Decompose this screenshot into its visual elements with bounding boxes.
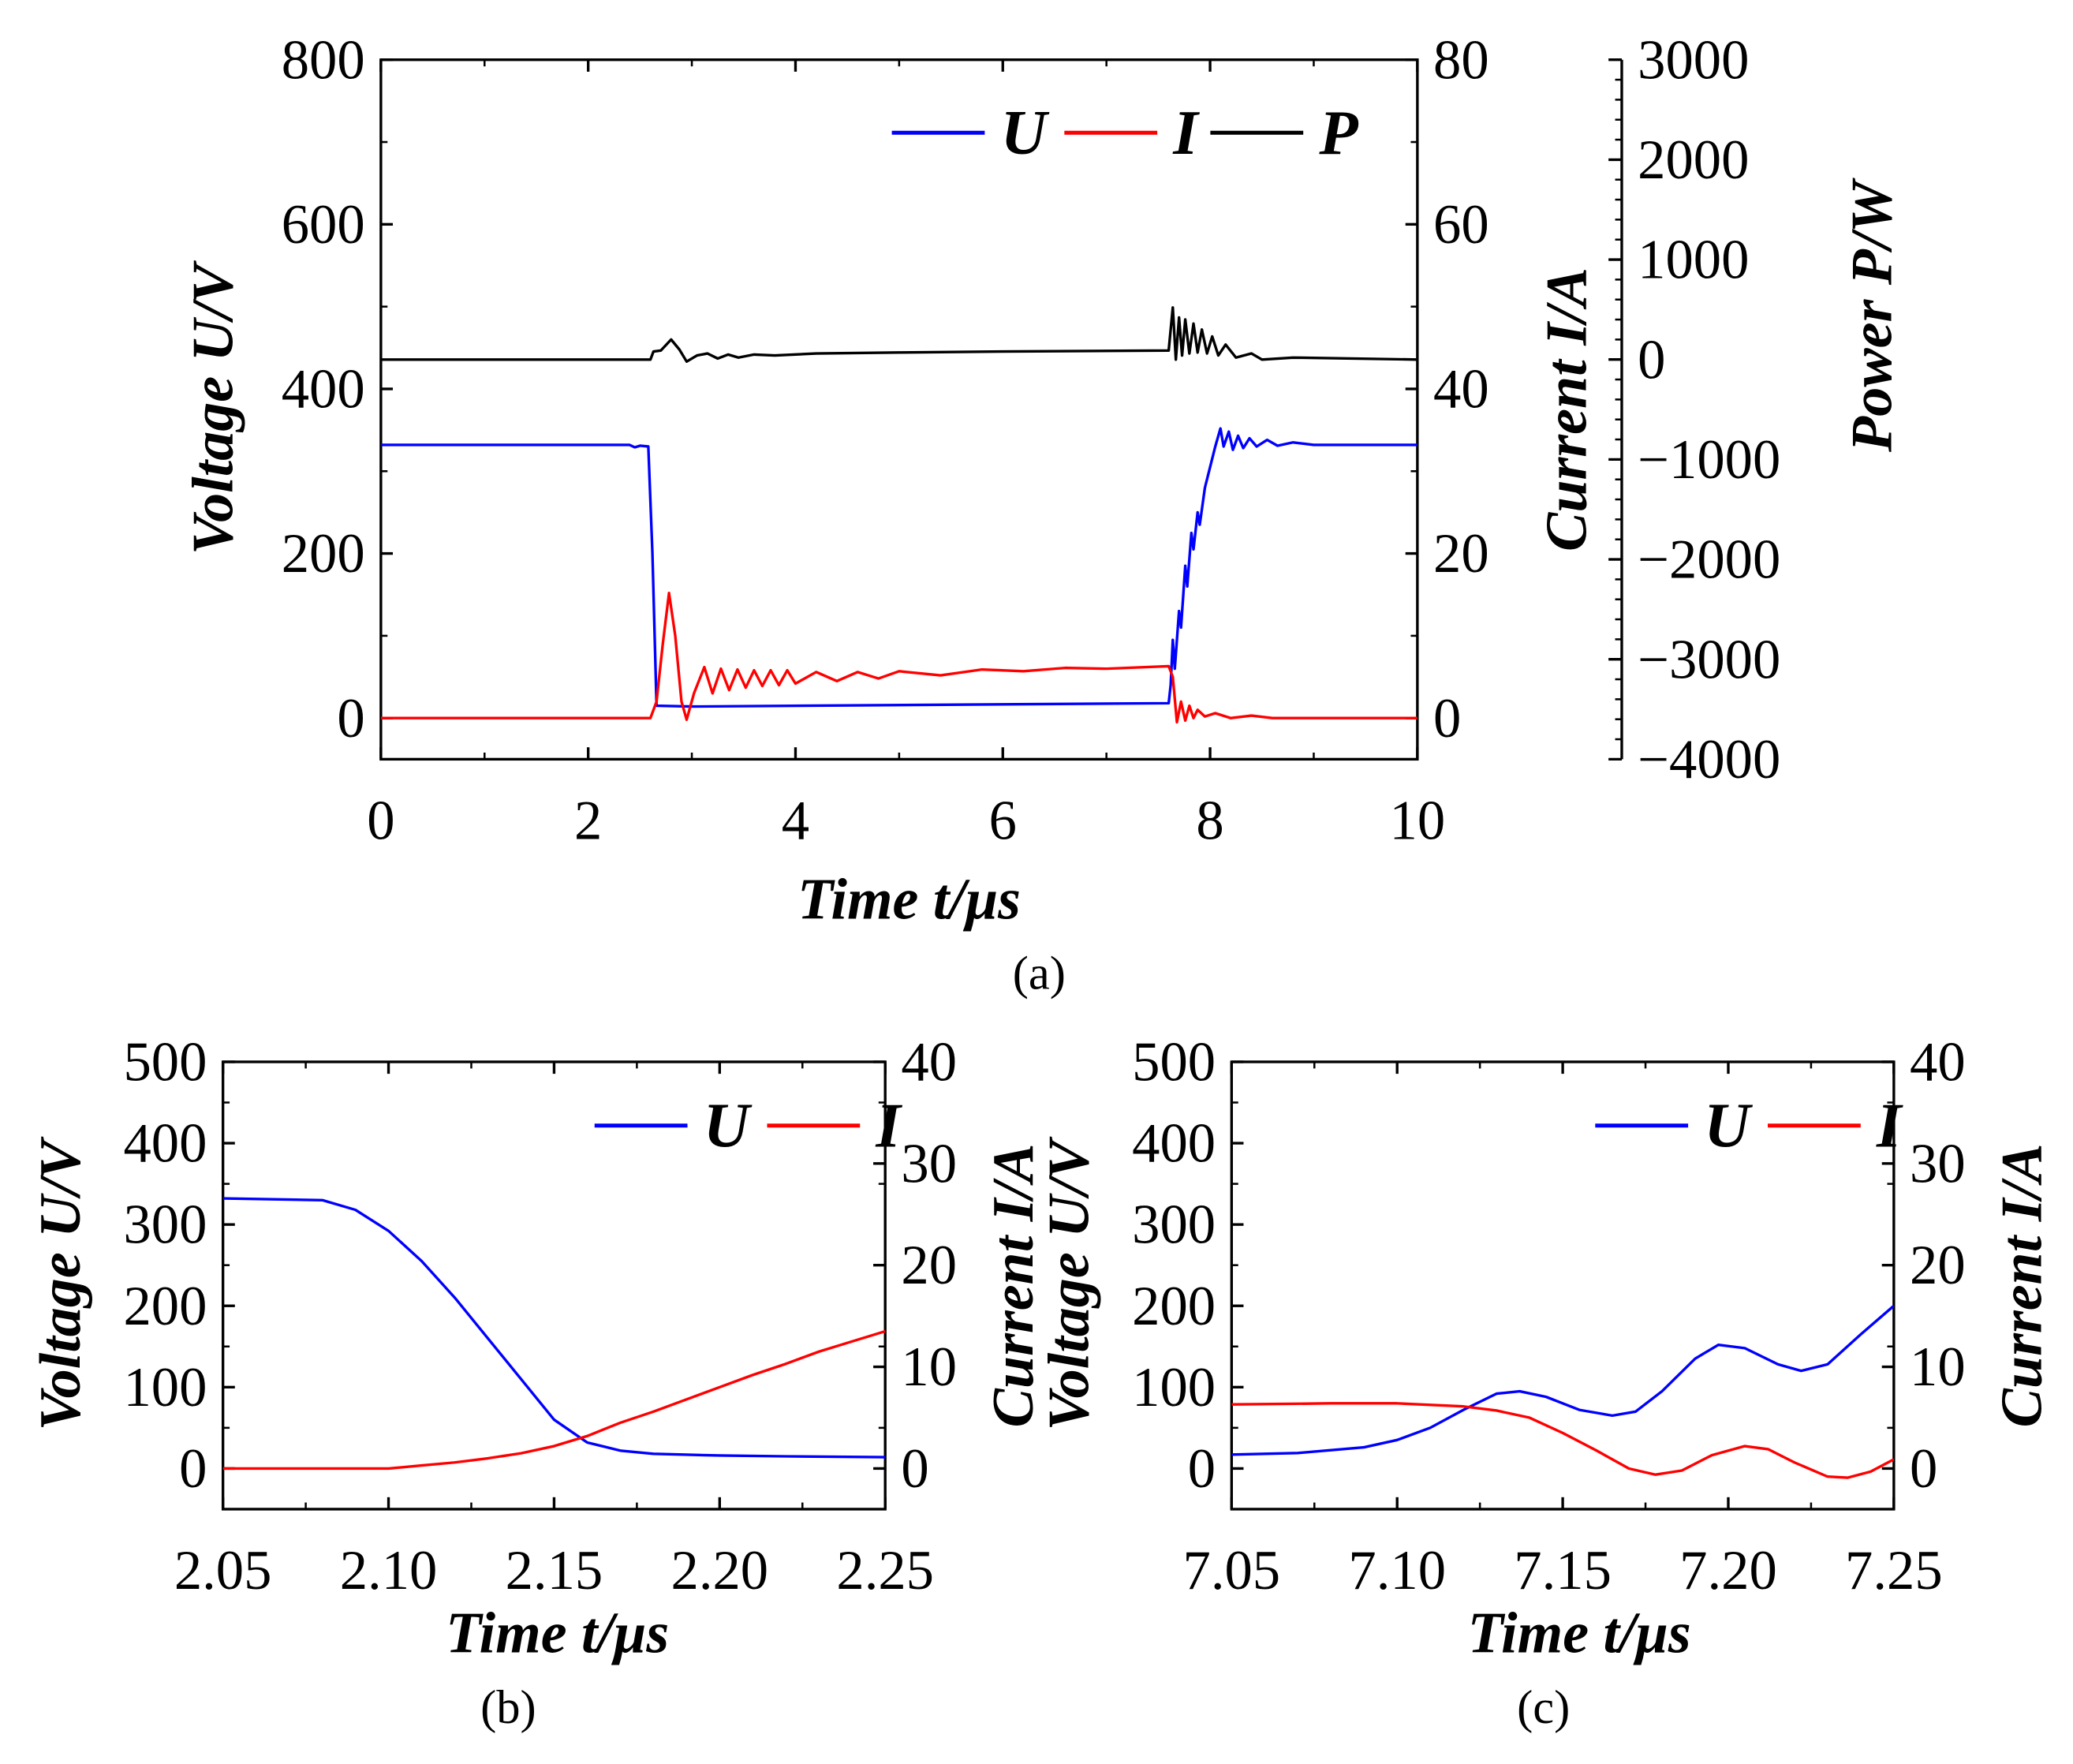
y-left-axis-title: Voltage U/V: [181, 260, 245, 555]
y-left-tick-label: 100: [123, 1357, 207, 1418]
y-left-tick-label: 200: [123, 1276, 207, 1337]
y-left-tick-label: 300: [1132, 1194, 1216, 1256]
x-tick-label: 2: [574, 790, 602, 851]
y-right2-tick-label: −1000: [1638, 429, 1780, 491]
y-left-tick-label: 400: [1132, 1113, 1216, 1175]
y-right-tick-label: 40: [1910, 1032, 1966, 1093]
legend-label-U: U: [1001, 98, 1050, 168]
y-right-tick-label: 20: [901, 1235, 957, 1296]
y-left-tick-label: 300: [123, 1194, 207, 1256]
series-P-line: [380, 306, 1417, 363]
x-tick-label: 7.10: [1348, 1540, 1446, 1601]
y-left-tick-label: 500: [123, 1032, 207, 1093]
y-left-tick-label: 500: [1132, 1032, 1216, 1093]
x-tick-label: 10: [1390, 790, 1446, 851]
x-tick-label: 2.25: [836, 1540, 934, 1601]
y-right-tick-label: 10: [901, 1336, 957, 1398]
x-tick-label: 7.20: [1679, 1540, 1777, 1601]
y-right-tick-label: 10: [1910, 1336, 1966, 1398]
x-tick-label: 7.05: [1182, 1540, 1280, 1601]
series-U-line: [222, 1197, 886, 1459]
plot-frame: [221, 1060, 887, 1511]
plot-frame: [379, 58, 1419, 761]
x-tick-label: 2.15: [506, 1540, 603, 1601]
y-right2-tick-label: 1000: [1638, 230, 1749, 291]
y-right-axis-title: Current I/A: [1535, 267, 1600, 551]
legend-label-P: P: [1318, 98, 1358, 168]
series-U-line: [380, 427, 1417, 708]
series-I-line: [380, 592, 1417, 724]
y-left-tick-label: 200: [1132, 1276, 1216, 1337]
x-tick-label: 4: [782, 790, 809, 851]
plot-frame: [1230, 1060, 1896, 1511]
x-axis-title: Time t/μs: [446, 1601, 669, 1666]
y-left-tick-label: 100: [1132, 1357, 1216, 1418]
y-right-tick-label: 40: [901, 1032, 957, 1093]
panel-b: 2.05 2.10 2.15 2.20 2.25 0 100 200 300 400 500 0 10 2…: [28, 1032, 1046, 1734]
y-right2-axis-title: Power P/W: [1840, 177, 1905, 453]
legend-label-I: I: [1876, 1091, 1903, 1161]
legend-label-I: I: [875, 1091, 902, 1161]
y-right-tick-label: 0: [1910, 1438, 1937, 1500]
x-tick-label: 2.10: [340, 1540, 438, 1601]
y-left-tick-label: 0: [1188, 1438, 1216, 1500]
y-right-tick-label: 20: [1910, 1235, 1966, 1296]
y-left-tick-label: 200: [282, 523, 365, 585]
y-left-tick-label: 0: [337, 688, 364, 749]
y-right2-tick-label: −2000: [1638, 529, 1780, 591]
y-left-tick-label: 400: [282, 359, 365, 420]
series-I-line: [1231, 1402, 1894, 1479]
y-left-tick-label: 800: [282, 29, 365, 91]
series-I-line: [222, 1329, 886, 1471]
y-left-tick-label: 600: [282, 194, 365, 256]
x-tick-label: 0: [367, 790, 394, 851]
y-right2-tick-label: −4000: [1638, 729, 1780, 790]
y-right-axis-title: Current I/A: [1990, 1143, 2055, 1427]
panel-caption: (c): [1517, 1681, 1570, 1734]
y-left-tick-label: 400: [123, 1113, 207, 1175]
y-right-tick-label: 60: [1433, 194, 1489, 256]
x-tick-label: 7.15: [1514, 1540, 1612, 1601]
y-right2-tick-label: 2000: [1638, 129, 1749, 191]
panel-a: 0 2 4 6 8 10 0 200 400 600 800 0 20 40 60 80 −4000 −3000 −…: [181, 29, 1904, 1000]
y-right2-tick-label: 0: [1638, 329, 1665, 391]
y-right-tick-label: 20: [1433, 523, 1489, 585]
y-right-tick-label: 80: [1433, 29, 1489, 91]
series-U-line: [1231, 1304, 1894, 1456]
x-axis-title: Time t/μs: [1468, 1601, 1691, 1666]
x-axis-title: Time t/μs: [797, 867, 1021, 932]
x-tick-label: 2.20: [670, 1540, 768, 1601]
x-tick-label: 6: [989, 790, 1017, 851]
panel-c: 7.05 7.10 7.15 7.20 7.25 0 100 200 300 400 500 0 10 2…: [1037, 1032, 2055, 1734]
y-right2-tick-label: −3000: [1638, 629, 1780, 690]
y-left-axis-title: Voltage U/V: [28, 1136, 93, 1431]
panel-caption: (a): [1013, 947, 1066, 1000]
legend-label-U: U: [1704, 1091, 1753, 1161]
y-right-tick-label: 0: [1433, 688, 1461, 749]
y-left-axis-title: Voltage U/V: [1037, 1136, 1102, 1431]
panel-caption: (b): [480, 1681, 536, 1734]
y-right2-tick-label: 3000: [1638, 29, 1749, 91]
y-left-tick-label: 0: [179, 1438, 207, 1500]
legend-label-I: I: [1172, 98, 1200, 168]
y-right-tick-label: 30: [1910, 1133, 1966, 1194]
x-tick-label: 7.25: [1845, 1540, 1943, 1601]
legend-label-U: U: [704, 1091, 753, 1161]
x-tick-label: 2.05: [174, 1540, 272, 1601]
y-right-tick-label: 30: [901, 1133, 957, 1194]
x-tick-label: 8: [1196, 790, 1223, 851]
y-right-tick-label: 40: [1433, 359, 1489, 420]
y-right-axis-title: Current I/A: [981, 1143, 1046, 1427]
y-right-tick-label: 0: [901, 1438, 928, 1500]
